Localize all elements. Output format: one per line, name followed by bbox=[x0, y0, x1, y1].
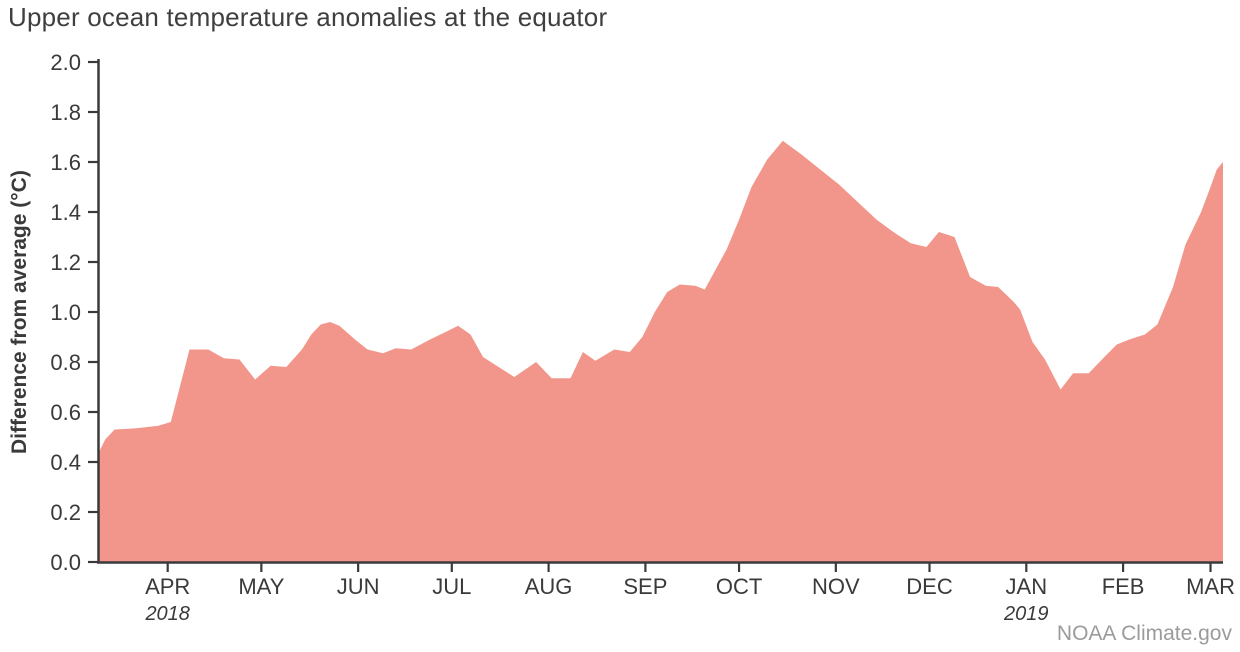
x-year-label: 2019 bbox=[1003, 603, 1049, 625]
credit-noaa-climategov: NOAA Climate.gov bbox=[1056, 622, 1232, 645]
y-tick-label: 1.2 bbox=[50, 250, 81, 275]
anomaly-area-series bbox=[99, 140, 1223, 562]
x-tick-label: MAR bbox=[1186, 574, 1235, 599]
x-tick-label: JUN bbox=[337, 574, 380, 599]
y-tick-label: 1.6 bbox=[50, 150, 81, 175]
y-tick-label: 0.4 bbox=[50, 450, 81, 475]
y-tick-label: 1.4 bbox=[50, 200, 81, 225]
y-tick-label: 0.2 bbox=[50, 500, 81, 525]
y-tick-label: 0.8 bbox=[50, 350, 81, 375]
y-tick-label: 1.8 bbox=[50, 100, 81, 125]
y-tick-label: 0.6 bbox=[50, 400, 81, 425]
chart-title: Upper ocean temperature anomalies at the… bbox=[8, 2, 608, 32]
x-tick-label: SEP bbox=[623, 574, 667, 599]
x-tick-label: FEB bbox=[1102, 574, 1145, 599]
x-year-label: 2018 bbox=[144, 603, 190, 625]
x-tick-label: MAY bbox=[238, 574, 284, 599]
x-tick-label: DEC bbox=[906, 574, 953, 599]
x-tick-label: AUG bbox=[525, 574, 573, 599]
y-tick-label: 0.0 bbox=[50, 550, 81, 575]
x-tick-label: NOV bbox=[812, 574, 860, 599]
y-axis-title: Difference from average (°C) bbox=[8, 170, 31, 454]
x-tick-label: APR bbox=[145, 574, 190, 599]
x-tick-label: JAN bbox=[1006, 574, 1048, 599]
x-tick-label: JUL bbox=[432, 574, 471, 599]
y-tick-label: 2.0 bbox=[50, 50, 81, 75]
x-tick-label: OCT bbox=[716, 574, 762, 599]
y-tick-label: 1.0 bbox=[50, 300, 81, 325]
